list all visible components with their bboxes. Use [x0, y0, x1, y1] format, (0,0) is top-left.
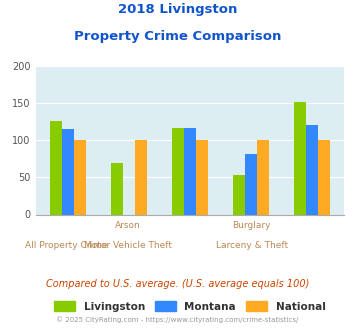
Bar — [135, 140, 147, 214]
Bar — [233, 175, 245, 214]
Bar — [74, 140, 86, 214]
Text: All Property Crime: All Property Crime — [25, 241, 108, 250]
Bar — [306, 125, 318, 214]
Text: Larceny & Theft: Larceny & Theft — [215, 241, 288, 250]
Bar — [318, 140, 330, 214]
Text: Compared to U.S. average. (U.S. average equals 100): Compared to U.S. average. (U.S. average … — [46, 279, 309, 289]
Text: Motor Vehicle Theft: Motor Vehicle Theft — [84, 241, 172, 250]
Bar — [50, 121, 62, 214]
Bar — [294, 102, 306, 214]
Bar — [62, 129, 74, 214]
Text: Burglary: Burglary — [233, 221, 271, 230]
Text: Property Crime Comparison: Property Crime Comparison — [74, 30, 281, 43]
Text: © 2025 CityRating.com - https://www.cityrating.com/crime-statistics/: © 2025 CityRating.com - https://www.city… — [56, 317, 299, 323]
Legend: Livingston, Montana, National: Livingston, Montana, National — [50, 297, 330, 316]
Bar — [257, 140, 269, 214]
Bar — [171, 128, 184, 214]
Bar — [196, 140, 208, 214]
Text: 2018 Livingston: 2018 Livingston — [118, 3, 237, 16]
Text: Arson: Arson — [115, 221, 141, 230]
Bar — [245, 154, 257, 214]
Bar — [184, 128, 196, 214]
Bar — [110, 163, 123, 214]
